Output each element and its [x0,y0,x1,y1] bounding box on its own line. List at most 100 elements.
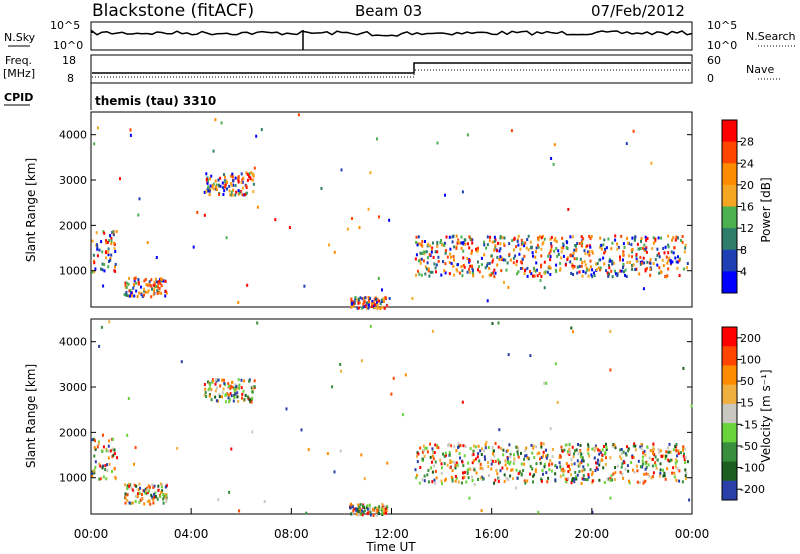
echo-cell [217,183,220,187]
echo-cell [449,466,452,469]
echo-cell [285,407,288,411]
echo-cell [92,469,95,473]
echo-cell [599,460,602,464]
echo-cell [145,491,148,495]
echo-cell [682,445,685,449]
echo-cell [557,249,560,253]
echo-cell [685,471,688,475]
echo-cell [540,254,543,258]
echo-cell [662,468,664,472]
echo-cell [650,161,653,165]
echo-cell [468,235,471,239]
echo-cell [611,444,614,448]
echo-cell [502,258,505,262]
echo-cell [555,263,558,267]
echo-cell [450,262,453,265]
echo-cell [450,475,453,479]
echo-cell [490,462,493,466]
echo-cell [375,513,378,517]
echo-cell [587,463,589,467]
echo-cell [218,395,221,399]
echo-cell [557,252,560,256]
echo-cell [658,271,661,275]
echo-cell [228,490,231,494]
echo-cell [113,466,116,470]
echo-cell [484,266,487,270]
echo-cell [503,242,505,246]
echo-cell [98,248,101,252]
echo-cell [244,193,247,197]
echo-cell [535,246,538,250]
colorbar-tick-label: 20 [740,179,754,192]
echo-cell [462,249,465,253]
echo-cell [560,445,563,449]
echo-cell [567,449,570,453]
echo-cell [568,452,571,456]
echo-cell [366,306,369,310]
echo-cell [232,179,235,183]
echo-cell [667,245,670,249]
echo-cell [671,260,674,264]
colorbar-tick-label: 50 [740,375,754,388]
y-tick-label: 3000 [59,381,87,394]
echo-cell [491,445,494,449]
echo-cell [246,172,249,176]
echo-cell [568,443,571,446]
echo-cell [469,237,472,241]
echo-cell [127,282,130,286]
echo-cell [455,476,458,480]
echo-cell [131,488,134,492]
echo-cell [497,458,500,462]
echo-cell [490,458,493,462]
echo-cell [559,463,562,467]
echo-cell [160,485,163,489]
y-tick-label: 4000 [59,336,87,349]
echo-cell [561,236,564,240]
echo-cell [224,400,227,404]
echo-cell [610,247,613,251]
echo-cell [501,466,504,470]
echo-cell [165,291,168,295]
echo-cell [538,235,541,239]
echo-cell [234,193,237,197]
echo-cell [360,306,363,310]
echo-cell [217,498,220,502]
echo-cell [440,479,443,483]
echo-cell [449,459,452,463]
echo-cell [129,128,132,132]
echo-cell [587,274,590,278]
echo-cell [204,387,207,391]
echo-cell [453,273,456,277]
echo-cell [609,368,612,372]
echo-cell [609,456,612,460]
echo-cell [536,243,539,247]
echo-cell [577,452,580,456]
echo-cell [214,185,217,189]
echo-cell [622,270,625,274]
echo-cell [545,471,548,475]
echo-cell [602,466,605,470]
echo-cell [490,467,493,471]
echo-cell [229,392,232,396]
power-ylabel: Slant Range [km] [24,158,38,262]
echo-cell [491,459,494,463]
echo-cell [357,297,360,301]
echo-cell [646,260,649,264]
echo-cell [124,483,126,487]
echo-cell [605,442,607,446]
echo-cell [157,484,160,488]
echo-cell [148,280,151,284]
echo-cell [509,474,512,478]
echo-cell [558,456,561,459]
echo-cell [646,237,649,240]
echo-cell [538,272,541,276]
echo-cell [594,469,597,472]
echo-cell [125,293,128,297]
echo-cell [440,462,443,466]
echo-cell [445,477,447,481]
echo-cell [634,448,637,452]
echo-cell [589,259,592,263]
echo-cell [591,249,594,253]
echo-cell [429,270,432,274]
echo-cell [591,510,594,514]
